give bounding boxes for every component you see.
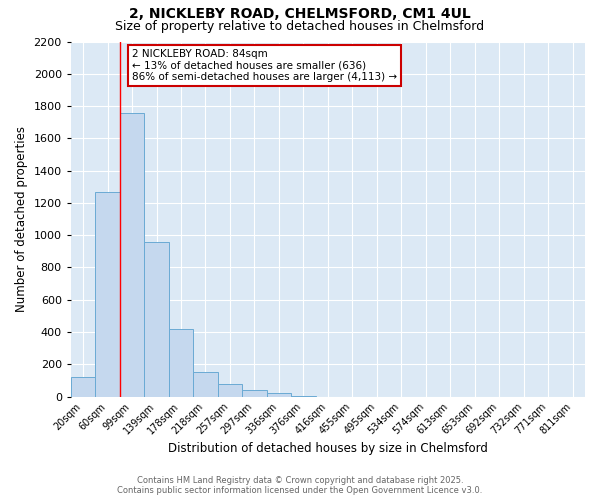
X-axis label: Distribution of detached houses by size in Chelmsford: Distribution of detached houses by size … — [168, 442, 488, 455]
Text: 2, NICKLEBY ROAD, CHELMSFORD, CM1 4UL: 2, NICKLEBY ROAD, CHELMSFORD, CM1 4UL — [129, 8, 471, 22]
Bar — [193, 372, 218, 396]
Bar — [120, 112, 144, 397]
Text: Contains HM Land Registry data © Crown copyright and database right 2025.
Contai: Contains HM Land Registry data © Crown c… — [118, 476, 482, 495]
Bar — [95, 192, 120, 396]
Bar — [169, 329, 193, 396]
Bar — [267, 394, 291, 396]
Bar — [71, 377, 95, 396]
Text: Size of property relative to detached houses in Chelmsford: Size of property relative to detached ho… — [115, 20, 485, 33]
Y-axis label: Number of detached properties: Number of detached properties — [15, 126, 28, 312]
Bar — [144, 242, 169, 396]
Bar — [242, 390, 267, 396]
Bar — [218, 384, 242, 396]
Text: 2 NICKLEBY ROAD: 84sqm
← 13% of detached houses are smaller (636)
86% of semi-de: 2 NICKLEBY ROAD: 84sqm ← 13% of detached… — [132, 49, 397, 82]
